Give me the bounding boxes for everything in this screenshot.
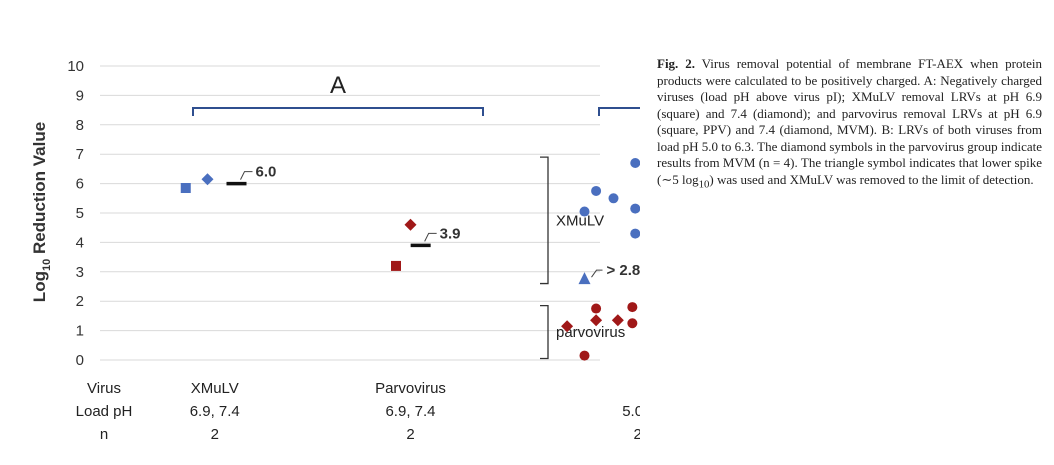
data-point-circle — [627, 302, 638, 313]
data-point-circle — [627, 318, 638, 329]
table-cell: 6.9, 7.4 — [190, 403, 240, 420]
category-brackets: XMuLV parvovirus — [540, 156, 625, 360]
mean-value-label: 6.0 — [256, 164, 277, 181]
triangle-note-label: > 2.8 — [607, 262, 641, 279]
caption-text-end: ) was used and XMuLV was removed to the … — [709, 171, 1034, 187]
data-point-diamond — [611, 314, 624, 327]
data-point-diamond — [201, 173, 214, 186]
group-bracket-B — [598, 107, 640, 116]
category-label: XMuLV — [556, 212, 604, 229]
table-cell: 6.9, 7.4 — [385, 403, 435, 420]
mean-markers: 6.03.95.21.3> 2.8 — [226, 164, 641, 279]
figure-caption: Fig. 2. Virus removal potential of membr… — [657, 56, 1042, 193]
table-row-label: Load pH — [76, 403, 133, 420]
data-point-circle — [591, 303, 602, 314]
data-point-square — [180, 183, 191, 194]
group-brackets: AB — [192, 72, 640, 116]
y-tick-label: 2 — [76, 293, 84, 310]
category-bracket — [540, 156, 549, 285]
data-point-circle — [608, 193, 619, 204]
mean-leader — [424, 232, 437, 242]
y-tick-label: 6 — [76, 176, 84, 193]
caption-subscript: 10 — [698, 178, 710, 191]
group-label-A: A — [330, 72, 346, 99]
data-point-circle — [630, 203, 640, 214]
y-tick-label: 1 — [76, 323, 84, 340]
table-cell: 2 x 9 — [633, 426, 640, 443]
data-point-circle — [591, 185, 602, 196]
data-point-circle — [630, 158, 640, 169]
triangle-leader — [591, 269, 603, 278]
y-tick-label: 7 — [76, 146, 84, 163]
data-points — [180, 158, 640, 361]
y-tick-label: 9 — [76, 87, 84, 104]
figure-label: Fig. 2. — [657, 56, 695, 71]
y-tick-label: 3 — [76, 264, 84, 281]
grid-lines — [100, 65, 600, 361]
table-cell: 2 — [406, 426, 414, 443]
table-row-label: Virus — [87, 380, 121, 397]
caption-text: Virus removal potential of membrane FT-A… — [657, 56, 1043, 187]
table-cell: 5.0 - 6.3 — [622, 403, 640, 420]
y-axis-label: Log10 Reduction Value — [30, 122, 53, 302]
data-point-square — [391, 260, 401, 271]
table-cell: 2 — [211, 426, 219, 443]
group-bracket-A — [192, 107, 484, 116]
data-point-diamond — [561, 320, 574, 333]
y-tick-labels: 0 1 2 3 4 5 6 7 8 9 10 — [67, 58, 84, 369]
y-tick-label: 0 — [76, 352, 84, 369]
category-label: parvovirus — [556, 324, 625, 341]
data-point-diamond — [404, 218, 417, 231]
table-cell: XMuLV — [191, 380, 239, 397]
data-point-circle — [579, 350, 590, 361]
data-point-circle — [630, 228, 640, 239]
table-cell: Parvovirus — [375, 380, 446, 397]
data-point-circle — [579, 206, 590, 217]
mean-leader — [240, 171, 253, 180]
y-tick-label: 10 — [67, 58, 84, 75]
condition-table: Virus Load pH n XMuLV 6.9, 7.4 2 Parvovirus 6.9… — [76, 380, 640, 443]
y-tick-label: 4 — [76, 234, 84, 251]
table-row-label: n — [100, 426, 108, 443]
mean-value-label: 3.9 — [440, 225, 461, 242]
y-tick-label: 5 — [76, 205, 84, 222]
category-bracket — [540, 304, 549, 360]
data-point-triangle — [578, 272, 591, 285]
y-tick-label: 8 — [76, 117, 84, 134]
figure-chart: 0 1 2 3 4 5 6 7 8 9 10 Log10 Reduction Value AB XM… — [30, 58, 641, 443]
data-point-diamond — [590, 314, 603, 327]
